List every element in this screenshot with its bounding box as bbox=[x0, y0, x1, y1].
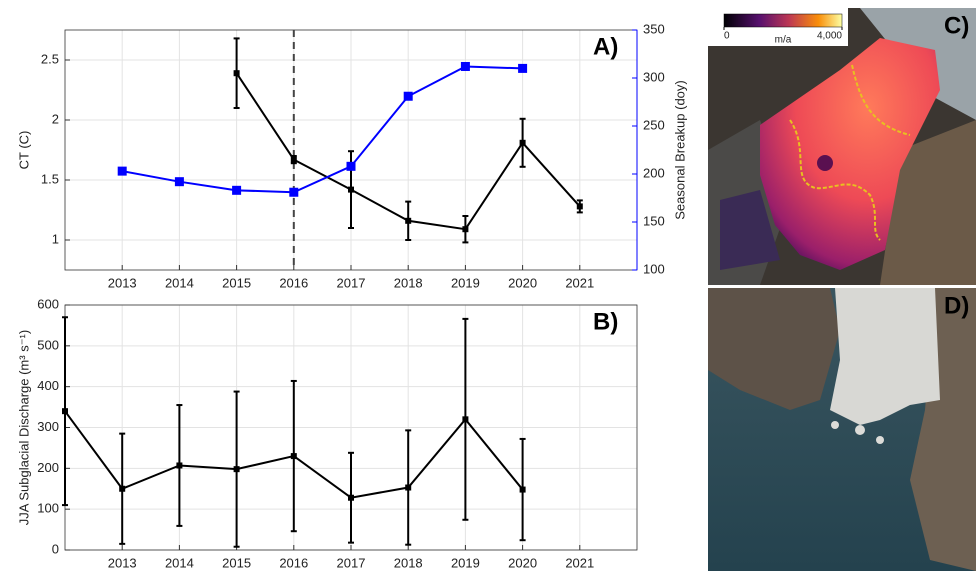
y2-tick-label: 150 bbox=[643, 213, 665, 228]
point bbox=[460, 61, 470, 71]
map-d: D) bbox=[708, 288, 976, 571]
point bbox=[462, 226, 469, 233]
x-tick-label: 2018 bbox=[394, 275, 423, 290]
point bbox=[403, 91, 413, 101]
y-tick-label: 500 bbox=[37, 337, 59, 352]
y2-axis-label: Seasonal Breakup (doy) bbox=[672, 80, 687, 219]
x-tick-label: 2020 bbox=[508, 275, 537, 290]
x-tick-label: 2019 bbox=[451, 555, 480, 570]
panel-label: A) bbox=[593, 33, 618, 60]
point bbox=[233, 70, 240, 77]
point bbox=[576, 203, 583, 210]
x-tick-label: 2016 bbox=[279, 275, 308, 290]
point bbox=[290, 453, 297, 460]
x-tick-label: 2015 bbox=[222, 275, 251, 290]
x-tick-label: 2020 bbox=[508, 555, 537, 570]
panel-label: B) bbox=[593, 308, 618, 335]
y-tick-label: 300 bbox=[37, 419, 59, 434]
colorbar-tick-label: 0 bbox=[724, 31, 730, 42]
y-tick-label: 400 bbox=[37, 378, 59, 393]
x-tick-label: 2015 bbox=[222, 555, 251, 570]
colorbar-tick-label: 4,000 bbox=[817, 31, 842, 42]
point bbox=[348, 186, 354, 193]
point bbox=[174, 177, 184, 187]
x-tick-label: 2021 bbox=[565, 555, 594, 570]
x-tick-label: 2018 bbox=[394, 555, 423, 570]
y-tick-label: 1.5 bbox=[41, 171, 59, 186]
x-tick-label: 2016 bbox=[279, 555, 308, 570]
point bbox=[289, 187, 299, 197]
panel-label: D) bbox=[944, 292, 969, 319]
y2-tick-label: 350 bbox=[643, 21, 665, 36]
y-tick-label: 200 bbox=[37, 460, 59, 475]
y2-tick-label: 300 bbox=[643, 69, 665, 84]
y-axis-label: JJA Subglacial Discharge (m³ s⁻¹) bbox=[16, 330, 31, 525]
y-axis-label: CT (C) bbox=[16, 131, 31, 170]
x-tick-label: 2014 bbox=[165, 555, 194, 570]
y2-tick-label: 100 bbox=[643, 261, 665, 276]
x-tick-label: 2017 bbox=[337, 275, 366, 290]
map-c: C) bbox=[708, 8, 976, 285]
y-tick-label: 600 bbox=[37, 296, 59, 311]
y-tick-label: 2 bbox=[52, 111, 59, 126]
series-line bbox=[122, 65, 523, 194]
point bbox=[348, 494, 354, 501]
point bbox=[462, 416, 469, 423]
point bbox=[233, 466, 240, 473]
x-tick-label: 2021 bbox=[565, 275, 594, 290]
point bbox=[176, 462, 183, 469]
x-tick-label: 2014 bbox=[165, 275, 194, 290]
x-tick-label: 2017 bbox=[337, 555, 366, 570]
colorbar-label: m/a bbox=[775, 35, 792, 46]
point bbox=[346, 161, 356, 171]
point bbox=[405, 484, 412, 491]
point bbox=[119, 485, 126, 492]
y2-tick-label: 250 bbox=[643, 117, 665, 132]
x-tick-label: 2019 bbox=[451, 275, 480, 290]
point bbox=[518, 63, 528, 73]
point bbox=[62, 408, 68, 415]
y-tick-label: 100 bbox=[37, 501, 59, 516]
x-tick-label: 2013 bbox=[108, 555, 137, 570]
point bbox=[519, 139, 526, 146]
point bbox=[290, 156, 297, 163]
y-tick-label: 2.5 bbox=[41, 51, 59, 66]
y2-tick-label: 200 bbox=[643, 165, 665, 180]
y-tick-label: 0 bbox=[52, 541, 59, 556]
point bbox=[232, 185, 242, 195]
point bbox=[117, 166, 127, 176]
point bbox=[519, 486, 526, 493]
panel-label: C) bbox=[944, 12, 969, 39]
point bbox=[405, 217, 412, 224]
y-tick-label: 1 bbox=[52, 231, 59, 246]
x-tick-label: 2013 bbox=[108, 275, 137, 290]
